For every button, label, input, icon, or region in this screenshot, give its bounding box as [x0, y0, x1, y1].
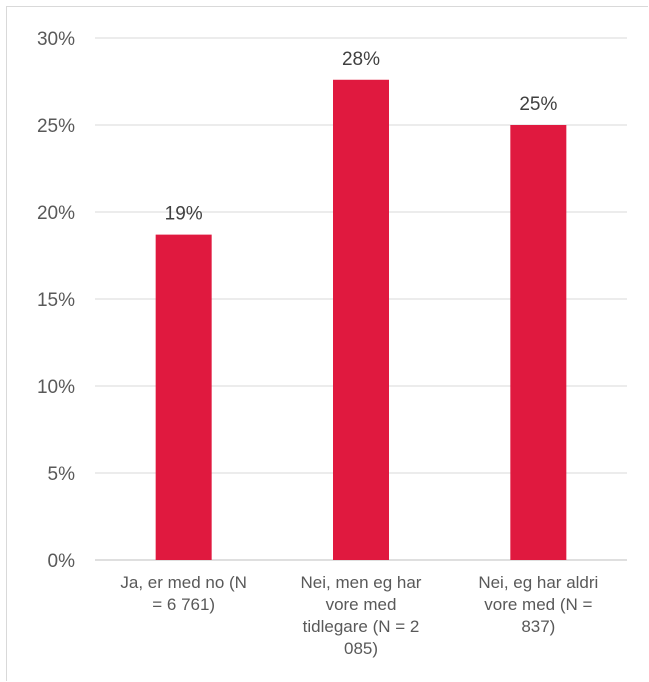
x-tick-label: tidlegare (N = 2	[303, 617, 420, 636]
y-tick-label: 0%	[48, 551, 76, 572]
x-tick-label: = 6 761)	[152, 595, 215, 614]
x-tick-label: 837)	[521, 617, 555, 636]
x-axis: Ja, er med no (N = 6 761) Nei, men eg har v…	[120, 573, 598, 658]
data-label: 28%	[342, 49, 380, 70]
bar	[155, 234, 212, 560]
y-tick-label: 10%	[37, 377, 75, 398]
bars	[155, 79, 567, 560]
x-tick-label: vore med (N =	[484, 595, 592, 614]
x-tick-label: Nei, eg har aldri	[478, 573, 598, 592]
chart-frame	[6, 6, 648, 681]
data-label: 25%	[519, 94, 557, 115]
data-label: 19%	[165, 204, 203, 225]
y-tick-label: 5%	[48, 464, 76, 485]
y-tick-label: 20%	[37, 203, 75, 224]
y-tick-label: 30%	[37, 29, 75, 50]
x-tick-label: Nei, men eg har	[301, 573, 422, 592]
bar	[510, 125, 567, 560]
y-tick-label: 15%	[37, 290, 75, 311]
x-tick-label: Ja, er med no (N	[120, 573, 247, 592]
x-tick-label: vore med	[326, 595, 397, 614]
data-labels: 19% 28% 25%	[165, 49, 558, 225]
y-axis: 0% 5% 10% 15% 20% 25% 30%	[37, 29, 75, 572]
bar	[333, 79, 389, 560]
y-tick-label: 25%	[37, 116, 75, 137]
x-tick-label: 085)	[344, 639, 378, 658]
